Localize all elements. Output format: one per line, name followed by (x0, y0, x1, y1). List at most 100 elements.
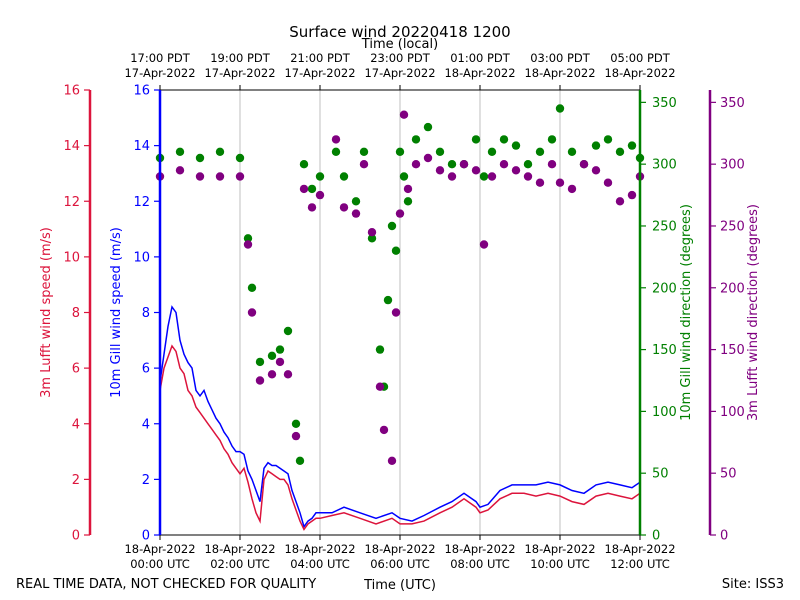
gill-speed-axis-label: 10m Gill wind speed (m/s) (109, 227, 124, 398)
3m-lufft-wind-direction-point (235, 172, 245, 181)
bottom-tick-time: 04:00 UTC (290, 557, 350, 571)
10m-gill-wind-direction-point (243, 234, 253, 243)
10m-gill-wind-direction-point (375, 345, 385, 354)
10m-gill-wind-direction-point (215, 147, 225, 156)
bottom-tick-date: 18-Apr-2022 (204, 542, 275, 556)
3m-lufft-wind-direction-point (175, 166, 185, 175)
3m-lufft-wind-direction-point (615, 197, 625, 206)
3m-lufft-wind-direction-point (351, 209, 361, 218)
3m-lufft-wind-direction-point (307, 203, 317, 212)
3m-lufft-wind-direction-point (215, 172, 225, 181)
3m-lufft-wind-direction-point (359, 160, 369, 169)
3m-lufft-wind-direction-point (547, 160, 557, 169)
gill-dir-tick-label: 300 (652, 158, 677, 173)
10m-gill-wind-direction-point (627, 141, 637, 150)
3m-lufft-wind-direction-point (391, 308, 401, 317)
bottom-tick-date: 18-Apr-2022 (284, 542, 355, 556)
3m-lufft-wind-direction-point (299, 184, 309, 194)
10m-gill-wind-speed-line (159, 305, 641, 529)
10m-gill-wind-direction-point (523, 160, 533, 169)
10m-gill-wind-direction-point (535, 147, 545, 156)
axes-layer: 0 2 4 6 8 10 12 14 16 3m Lufft wind speed (m/s) 0 2… (39, 84, 761, 544)
3m-lufft-wind-direction-point (255, 376, 265, 385)
chart-title: Surface wind 20220418 1200 (289, 23, 510, 41)
top-tick-date: 18-Apr-2022 (604, 66, 675, 80)
top-tick-time: 03:00 PDT (530, 51, 591, 65)
10m-gill-wind-direction-point (399, 172, 409, 181)
10m-gill-wind-direction-point (435, 147, 445, 156)
gill-speed-tick-label: 8 (142, 306, 150, 321)
bottom-tick-date: 18-Apr-2022 (524, 542, 595, 556)
gill-dir-tick-label: 250 (652, 219, 677, 234)
10m-gill-wind-direction-point (615, 147, 625, 156)
lufft-speed-tick-label: 6 (72, 362, 80, 377)
3m-lufft-wind-direction-point (275, 357, 285, 367)
gill-speed-tick-label: 10 (133, 250, 150, 265)
10m-gill-wind-direction-point (331, 147, 341, 156)
lufft-dir-tick-label: 250 (720, 219, 745, 234)
bottom-tick-date: 18-Apr-2022 (444, 542, 515, 556)
3m-lufft-wind-direction-point (627, 190, 637, 200)
lufft-speed-tick-label: 10 (63, 250, 80, 265)
3m-lufft-wind-direction-point (591, 166, 601, 175)
3m-lufft-wind-direction-point (395, 209, 405, 218)
3m-lufft-wind-direction-point (499, 160, 509, 169)
10m-gill-wind-direction-point (403, 197, 413, 206)
gill-speed-tick-label: 12 (133, 195, 150, 210)
lufft-dir-tick-label: 150 (720, 343, 745, 358)
10m-gill-wind-direction-point (367, 234, 377, 243)
10m-gill-wind-direction-point (391, 246, 401, 255)
10m-gill-wind-direction-point (499, 135, 509, 144)
bottom-tick-time: 08:00 UTC (450, 557, 510, 571)
3m-lufft-wind-direction-point (535, 178, 545, 187)
10m-gill-wind-direction-point (255, 357, 265, 367)
x-axis-label: Time (UTC) (363, 578, 436, 593)
3m-lufft-wind-direction-point (471, 166, 481, 175)
bottom-tick-time: 02:00 UTC (210, 557, 270, 571)
lufft-speed-tick-label: 4 (72, 417, 80, 432)
3m-lufft-wind-direction-point (487, 172, 497, 181)
3m-lufft-wind-direction-point (403, 184, 413, 194)
3m-lufft-wind-direction-point (555, 178, 565, 187)
3m-lufft-wind-direction-point (399, 110, 409, 119)
3m-lufft-wind-direction-point (375, 382, 385, 391)
gill-dir-tick-label: 0 (652, 529, 660, 544)
gill-speed-tick-label: 6 (142, 362, 150, 377)
3m-lufft-wind-direction-point (267, 370, 277, 379)
top-tick-date: 18-Apr-2022 (524, 66, 595, 80)
series-layer (155, 104, 645, 531)
gill-speed-tick-label: 16 (133, 84, 150, 99)
top-tick-time: 19:00 PDT (210, 51, 271, 65)
lufft-speed-tick-label: 12 (63, 195, 80, 210)
10m-gill-wind-direction-point (351, 197, 361, 206)
10m-gill-wind-direction-point (383, 295, 393, 305)
lufft-dir-tick-label: 350 (720, 96, 745, 111)
footer-left-note: REAL TIME DATA, NOT CHECKED FOR QUALITY (16, 577, 316, 592)
top-tick-date: 17-Apr-2022 (364, 66, 435, 80)
3m-lufft-wind-direction-point (195, 172, 205, 181)
top-tick-date: 17-Apr-2022 (124, 66, 195, 80)
gill-speed-tick-label: 0 (142, 529, 150, 544)
10m-gill-wind-direction-point (603, 135, 613, 144)
gill-dir-tick-label: 350 (652, 96, 677, 111)
lufft-speed-tick-label: 16 (63, 84, 80, 99)
10m-gill-wind-direction-point (567, 147, 577, 156)
3m-lufft-wind-direction-point (379, 425, 389, 435)
10m-gill-wind-direction-point (447, 160, 457, 169)
3m-lufft-wind-direction-point (291, 431, 301, 441)
bottom-tick-time: 10:00 UTC (530, 557, 590, 571)
3m-lufft-wind-direction-point (247, 308, 257, 317)
10m-gill-wind-direction-point (395, 147, 405, 156)
10m-gill-wind-direction-point (471, 135, 481, 144)
top-tick-time: 21:00 PDT (290, 51, 351, 65)
3m-lufft-wind-direction-point (459, 160, 469, 169)
top-tick-date: 17-Apr-2022 (284, 66, 355, 80)
lufft-dir-tick-label: 50 (720, 467, 737, 482)
bottom-tick-time: 00:00 UTC (130, 557, 190, 571)
3m-lufft-wind-direction-point (603, 178, 613, 187)
10m-gill-wind-direction-point (267, 351, 277, 360)
lufft-dir-tick-label: 100 (720, 405, 745, 420)
3m-lufft-wind-direction-point (411, 160, 421, 169)
